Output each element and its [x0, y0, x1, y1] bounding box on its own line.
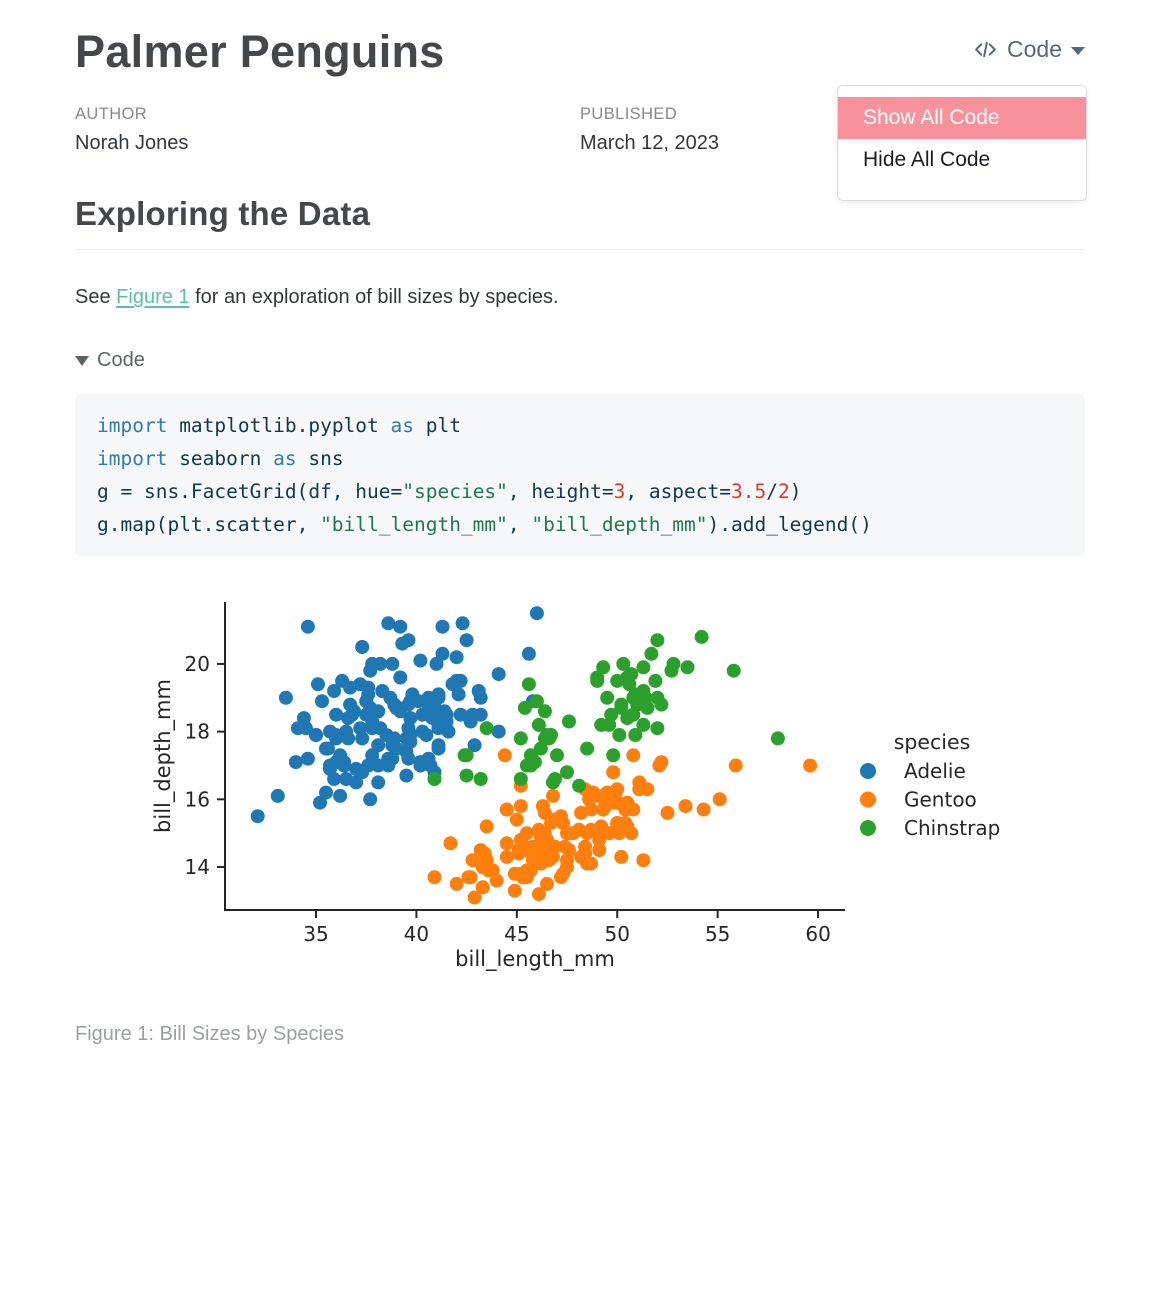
y-axis-label: bill_depth_mm: [151, 679, 176, 833]
author-label: AUTHOR: [75, 105, 148, 124]
section-heading: Exploring the Data: [75, 195, 1085, 251]
caret-down-icon: [1071, 47, 1085, 55]
code-dropdown-menu: Show All Code Hide All Code: [837, 85, 1087, 201]
scatter-plot: 35 40 45 50 55 60 bill_length_mm 14 16 18 20 bill_d…: [151, 602, 1000, 972]
legend-title: species: [894, 730, 971, 754]
svg-text:20: 20: [185, 652, 210, 676]
x-axis: 35 40 45 50 55 60 bill_length_mm: [303, 910, 831, 972]
code-fold-toggle[interactable]: Code: [75, 349, 1085, 372]
y-axis: 14 16 18 20 bill_depth_mm: [151, 652, 225, 879]
paragraph-text-pre: See: [75, 286, 117, 309]
published-label: PUBLISHED: [580, 105, 678, 124]
legend-label-adelie: Adelie: [904, 759, 966, 783]
svg-text:45: 45: [504, 922, 529, 946]
svg-text:16: 16: [185, 788, 210, 812]
svg-text:55: 55: [705, 922, 730, 946]
series-adelie: [250, 606, 544, 824]
menu-item-show-all-code[interactable]: Show All Code: [838, 97, 1086, 139]
triangle-down-icon: [75, 355, 89, 366]
legend: species Adelie Gentoo Chinstrap: [860, 730, 1000, 840]
page-title: Palmer Penguins: [75, 26, 445, 77]
legend-marker-adelie: [860, 763, 876, 780]
series-chinstrap: [427, 630, 785, 794]
svg-text:50: 50: [605, 922, 630, 946]
x-axis-label: bill_length_mm: [455, 947, 615, 972]
author-block: AUTHOR Norah Jones: [75, 105, 580, 155]
code-tools: Code Show All Code Hide All Code: [837, 36, 1087, 201]
svg-text:18: 18: [185, 720, 210, 744]
svg-text:60: 60: [805, 922, 830, 946]
published-date: March 12, 2023: [580, 132, 719, 155]
code-source: import matplotlib.pyplot as plt import s…: [97, 414, 872, 537]
code-brackets-icon: [973, 37, 998, 62]
menu-item-hide-all-code[interactable]: Hide All Code: [863, 148, 991, 171]
paragraph-text-post: for an exploration of bill sizes by spec…: [189, 286, 559, 309]
title-meta: AUTHOR Norah Jones PUBLISHED March 12, 2…: [75, 105, 1085, 155]
header: Palmer Penguins Code Show All Code Hide …: [75, 26, 1087, 201]
svg-text:14: 14: [185, 855, 210, 879]
svg-text:40: 40: [404, 922, 429, 946]
code-fold-toggle-label: Code: [97, 349, 145, 372]
figure-1: 35 40 45 50 55 60 bill_length_mm 14 16 18 20 bill_d…: [75, 592, 1085, 1046]
legend-label-gentoo: Gentoo: [904, 788, 977, 812]
series-gentoo: [427, 748, 818, 905]
figure-caption: Figure 1: Bill Sizes by Species: [75, 1023, 345, 1046]
figure-1-link[interactable]: Figure 1: [116, 286, 190, 309]
published-block: PUBLISHED March 12, 2023: [580, 105, 719, 155]
code-menu-button[interactable]: Code: [973, 36, 1085, 63]
intro-paragraph: See Figure 1 for an exploration of bill …: [75, 286, 1085, 309]
legend-label-chinstrap: Chinstrap: [904, 816, 1000, 840]
axis-spines: [224, 602, 845, 912]
code-block: import matplotlib.pyplot as plt import s…: [75, 394, 1085, 557]
author-name: Norah Jones: [75, 132, 189, 155]
legend-marker-chinstrap: [860, 820, 876, 837]
svg-text:35: 35: [303, 922, 328, 946]
legend-marker-gentoo: [860, 791, 876, 808]
code-menu-button-label: Code: [1007, 36, 1062, 62]
